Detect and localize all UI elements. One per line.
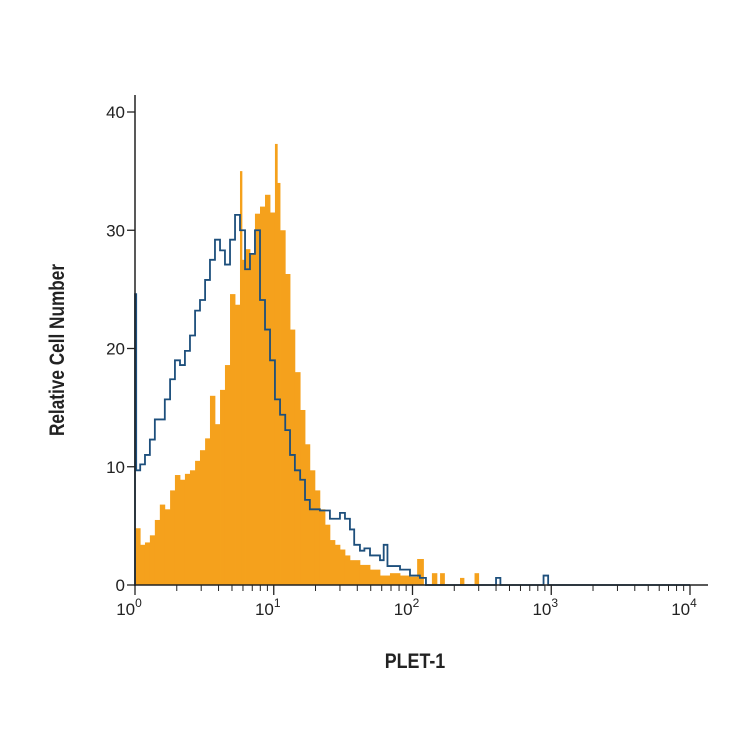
x-tick-label: 103: [532, 596, 558, 619]
y-tick-label: 20: [106, 340, 125, 359]
histogram-bar: [324, 524, 331, 585]
histogram-bar: [280, 230, 286, 585]
histogram-bar: [235, 304, 241, 585]
histogram-bar: [184, 473, 191, 585]
histogram-bar: [314, 490, 321, 585]
histogram-bar: [254, 213, 261, 585]
histogram-bar: [170, 490, 176, 585]
histogram-bar: [245, 249, 251, 586]
histogram-bar: [179, 479, 186, 585]
histogram-bar: [249, 253, 256, 585]
histogram-bar: [205, 438, 211, 585]
histogram-bar: [431, 573, 438, 585]
histogram-bar: [195, 460, 201, 585]
histogram-bar: [189, 470, 196, 585]
x-axis-title: PLET-1: [385, 650, 446, 674]
histogram-bar: [294, 372, 301, 585]
histogram-bar: [174, 475, 181, 585]
histogram-bar: [214, 424, 221, 585]
histogram-bar: [309, 470, 316, 585]
histogram-bar: [389, 573, 401, 585]
histogram-bar: [144, 542, 151, 585]
histogram-bar: [339, 549, 346, 585]
histogram-bar: [474, 573, 480, 585]
histogram-bar: [329, 540, 336, 585]
tick-exponent: 4: [690, 596, 697, 610]
histogram-bar: [334, 544, 341, 585]
histogram-bar: [370, 569, 381, 585]
histogram-bar: [209, 395, 216, 585]
histogram-bar: [460, 577, 465, 585]
histogram-bar: [277, 182, 281, 585]
y-tick-label: 10: [106, 458, 125, 477]
histogram-bar: [135, 528, 141, 585]
histogram-bar: [265, 194, 271, 585]
histogram-bar: [230, 294, 236, 585]
x-tick-label: 100: [116, 596, 142, 619]
histogram-outline-series: [134, 213, 690, 586]
histogram-bar: [440, 573, 445, 585]
tick-base: 10: [394, 600, 413, 619]
histogram-bar: [224, 365, 231, 585]
x-tick-label: 101: [255, 596, 281, 619]
histogram-bar: [220, 389, 226, 585]
histogram-bar: [349, 560, 361, 585]
histogram-bar: [159, 504, 166, 585]
x-tick-label: 102: [394, 596, 420, 619]
y-tick-label: 0: [116, 576, 125, 595]
histogram-bar: [290, 329, 296, 585]
tick-exponent: 1: [274, 596, 281, 610]
y-tick-label: 30: [106, 221, 125, 240]
histogram-bar: [305, 444, 311, 585]
histogram-bar: [379, 575, 391, 585]
histogram-bar: [154, 519, 161, 585]
histogram-bar: [260, 206, 266, 585]
tick-exponent: 0: [135, 596, 142, 610]
histogram-bar: [149, 535, 156, 585]
tick-exponent: 2: [413, 596, 420, 610]
histogram-bar: [140, 544, 146, 585]
histogram-bar: [164, 509, 171, 585]
histogram-bar: [274, 143, 278, 586]
tick-exponent: 3: [551, 596, 558, 610]
histogram-bar: [199, 450, 206, 585]
tick-base: 10: [116, 600, 135, 619]
series-layer: [134, 143, 690, 586]
histogram-bar: [270, 212, 276, 585]
histogram-bar: [241, 259, 246, 585]
histogram-bar: [359, 564, 371, 585]
tick-base: 10: [255, 600, 274, 619]
histogram-bar: [300, 409, 306, 585]
histogram-bar: [400, 575, 411, 585]
y-axis-title: Relative Cell Number: [47, 263, 70, 436]
x-tick-label: 104: [671, 596, 697, 619]
histogram-bar: [319, 509, 326, 585]
histogram-bar: [239, 171, 243, 585]
histogram-bar: [409, 576, 418, 585]
histogram-bar: [417, 558, 424, 585]
y-tick-label: 40: [106, 103, 125, 122]
tick-base: 10: [671, 600, 690, 619]
tick-base: 10: [532, 600, 551, 619]
histogram-bar: [344, 555, 351, 585]
